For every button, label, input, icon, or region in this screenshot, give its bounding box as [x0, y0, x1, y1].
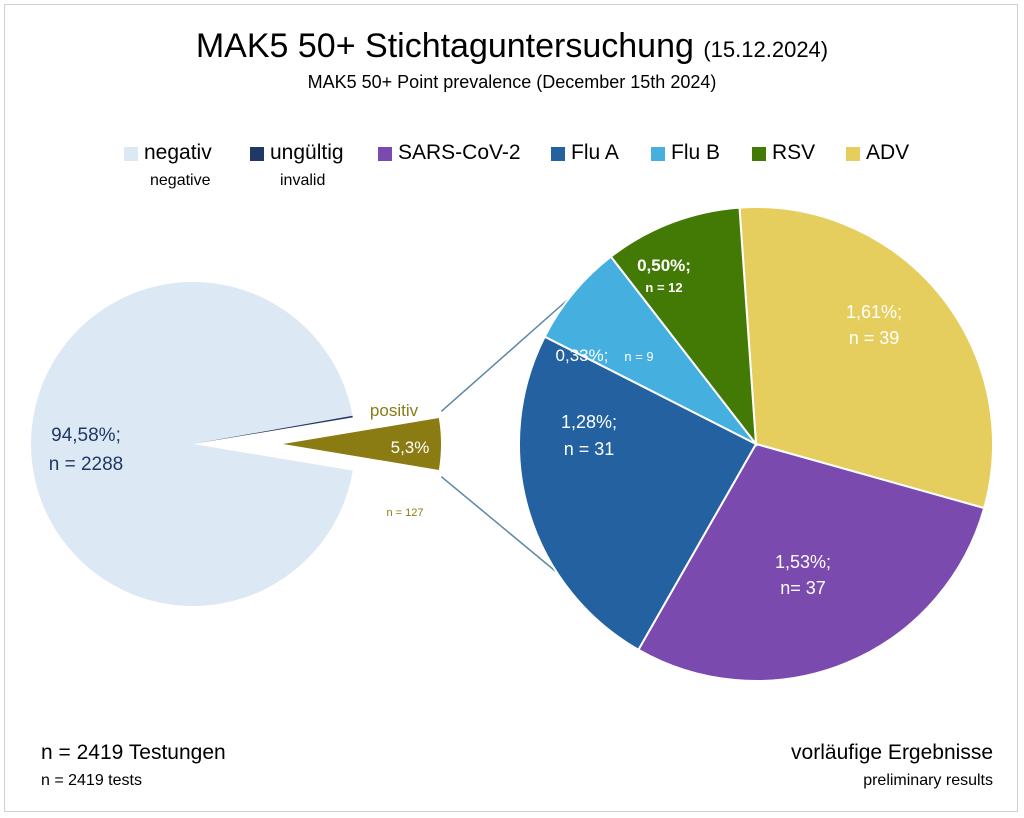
- label-positiv-n: n = 127: [386, 507, 423, 519]
- label-adv-n: n = 39: [849, 328, 900, 348]
- label-flu-b-pct: 0,33%;: [556, 346, 609, 365]
- legend-swatch-rsv: [752, 147, 766, 161]
- footer-status-de: vorläufige Ergebnisse: [791, 741, 993, 764]
- label-rsv-pct: 0,50%;: [637, 256, 691, 275]
- legend-swatch-negativ: [124, 147, 138, 161]
- breakdown-slice-flu-b: [543, 255, 757, 445]
- chart-frame: [4, 4, 1018, 812]
- legend-swatch-sars-cov-2: [378, 147, 392, 161]
- main-slice-negativ: [31, 281, 353, 606]
- footer-total-de: n = 2419 Testungen: [41, 741, 226, 764]
- chart-title: MAK5 50+ Stichtaguntersuchung (15.12.202…: [0, 26, 1024, 70]
- legend-swatch-adv: [846, 147, 860, 161]
- title-date: (15.12.2024): [703, 37, 829, 62]
- legend-label-sars-cov-2: SARS-CoV-2: [398, 141, 521, 164]
- legend-sublabel-ungueltig: invalid: [280, 172, 326, 189]
- data-labels: 94,58%; n = 2288 5,3% positiv n = 127 1,61%; n…: [49, 256, 902, 598]
- main-slice-positiv: [283, 418, 442, 470]
- breakdown-slice-adv: [738, 206, 994, 510]
- legend-swatch-flu-b: [651, 147, 665, 161]
- footer-total-en: n = 2419 tests: [41, 772, 142, 789]
- label-positiv-pct: 5,3%: [391, 438, 430, 457]
- label-flu-a-n: n = 31: [564, 439, 615, 459]
- label-negativ-pct: 94,58%;: [51, 425, 121, 446]
- breakdown-slice-sars-cov-2: [637, 442, 986, 682]
- legend-label-negativ: negativ: [144, 141, 212, 164]
- label-flu-b-n: n = 9: [624, 349, 653, 364]
- breakdown-slice-rsv: [609, 206, 758, 448]
- title-text: MAK5 50+ Stichtaguntersuchung: [195, 27, 694, 65]
- legend-sublabel-negativ: negative: [150, 172, 211, 189]
- label-negativ-n: n = 2288: [49, 454, 124, 475]
- legend-label-flu-b: Flu B: [671, 141, 721, 164]
- chart-subtitle: MAK5 50+ Point prevalence (December 15th…: [307, 72, 717, 92]
- breakdown-pie: [517, 206, 994, 682]
- footer-status-en: preliminary results: [863, 772, 993, 789]
- legend-swatch-ungueltig: [250, 147, 264, 161]
- legend-label-ungueltig: ungültig: [270, 141, 344, 164]
- label-positiv-caption: positiv: [370, 401, 419, 420]
- label-flu-a-pct: 1,28%;: [561, 412, 617, 432]
- legend-label-rsv: RSV: [772, 141, 816, 164]
- main-pie: [31, 281, 442, 606]
- legend-label-adv: ADV: [866, 141, 910, 164]
- label-rsv-n: n = 12: [645, 280, 682, 295]
- label-sars-cov-2-n: n= 37: [780, 578, 826, 598]
- legend-label-flu-a: Flu A: [571, 141, 619, 164]
- label-sars-cov-2-pct: 1,53%;: [775, 552, 831, 572]
- legend-swatch-flu-a: [551, 147, 565, 161]
- main-slice-ungultig: [193, 415, 353, 444]
- label-adv-pct: 1,61%;: [846, 302, 902, 322]
